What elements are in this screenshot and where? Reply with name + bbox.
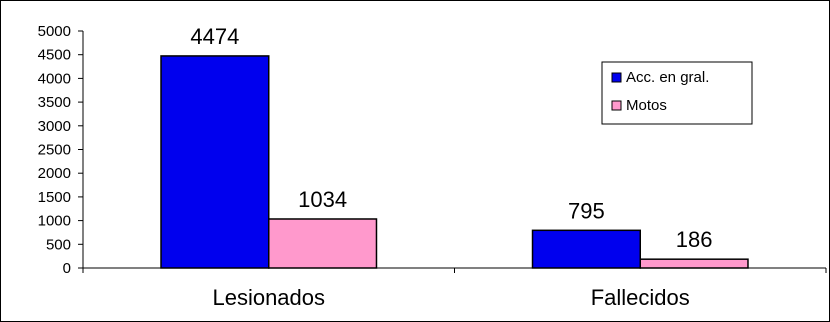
y-axis: 0 500 1000 1500 2000 2500 3000 3500 4000 4500 5000 (38, 23, 84, 277)
y-tick-label: 1500 (38, 189, 71, 206)
y-tick-label: 3000 (38, 118, 71, 135)
y-tick-label: 1000 (38, 213, 71, 230)
y-tick-label: 0 (63, 260, 71, 277)
data-label: 4474 (190, 24, 239, 49)
legend-swatch (611, 72, 622, 83)
y-tick-label: 500 (46, 236, 71, 253)
legend-box (601, 61, 753, 125)
legend-label: Motos (626, 97, 667, 114)
y-tick-label: 2000 (38, 165, 71, 182)
y-tick-label: 4000 (38, 70, 71, 87)
legend: Acc. en gral. Motos (601, 61, 753, 125)
x-category-label: Lesionados (212, 285, 325, 310)
bar (531, 229, 642, 269)
legend-swatch (611, 100, 622, 111)
data-label: 1034 (298, 187, 347, 212)
y-tick-label: 2500 (38, 142, 71, 159)
data-labels: 4474 795 1034 186 (190, 24, 712, 252)
y-tick-label: 4500 (38, 47, 71, 64)
x-axis: Lesionados Fallecidos (82, 267, 827, 310)
bar (268, 218, 378, 269)
bars (160, 55, 749, 269)
x-category-label: Fallecidos (591, 285, 690, 310)
bar (639, 258, 749, 269)
bar (160, 55, 270, 269)
y-tick-label: 5000 (38, 23, 71, 40)
legend-label: Acc. en gral. (626, 69, 709, 86)
data-label: 186 (676, 227, 713, 252)
y-tick-label: 3500 (38, 94, 71, 111)
data-label: 795 (568, 198, 605, 223)
